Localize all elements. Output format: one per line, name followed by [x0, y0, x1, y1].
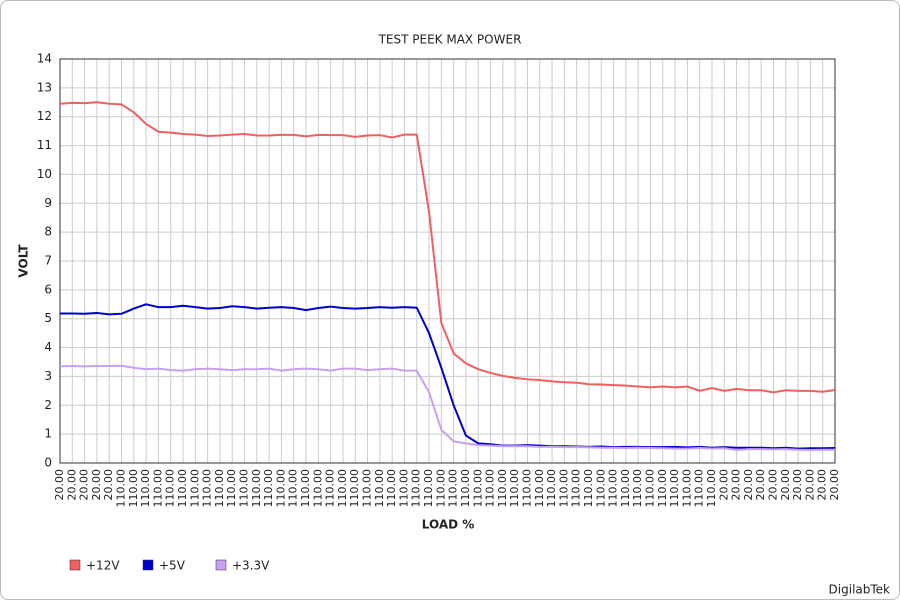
x-tick-label: 110.00 [336, 469, 349, 508]
chart-title: TEST PEEK MAX POWER [378, 33, 522, 47]
x-tick-label: 110.00 [262, 469, 275, 508]
x-tick-label: 110.00 [151, 469, 164, 508]
x-tick-label: 20.00 [65, 469, 78, 501]
x-tick-label: 110.00 [238, 469, 251, 508]
y-tick-label: 5 [44, 311, 52, 325]
series-line [59, 364, 835, 452]
x-tick-label: 110.00 [287, 469, 300, 508]
y-tick-label: 6 [44, 282, 52, 296]
x-tick-label: 110.00 [582, 469, 595, 508]
legend-swatch [142, 559, 154, 571]
x-tick-label: 110.00 [115, 469, 128, 508]
x-tick-label: 110.00 [656, 469, 669, 508]
x-tick-label: 20.00 [78, 469, 91, 501]
x-tick-label: 20.00 [754, 469, 767, 501]
x-tick-label: 110.00 [619, 469, 632, 508]
x-tick-label: 110.00 [668, 469, 681, 508]
series-line [59, 101, 836, 394]
x-tick-label: 110.00 [447, 469, 460, 508]
y-axis-label: VOLT [17, 244, 31, 278]
y-tick-label: 4 [44, 340, 52, 354]
x-tick-label: 20.00 [828, 469, 841, 501]
x-tick-label: 110.00 [508, 469, 521, 508]
x-tick-label: 110.00 [361, 469, 374, 508]
x-tick-label: 110.00 [397, 469, 410, 508]
y-tick-label: 1 [44, 427, 52, 441]
y-tick-label: 13 [37, 80, 52, 94]
legend-swatch [215, 559, 227, 571]
x-tick-label: 110.00 [484, 469, 497, 508]
x-tick-label: 20.00 [816, 469, 829, 501]
x-tick-label: 20.00 [730, 469, 743, 501]
y-tick-label: 10 [37, 167, 52, 181]
x-tick-label: 110.00 [127, 469, 140, 508]
x-tick-label: 110.00 [680, 469, 693, 508]
x-tick-label: 110.00 [299, 469, 312, 508]
x-tick-label: 110.00 [164, 469, 177, 508]
x-tick-label: 110.00 [311, 469, 324, 508]
x-tick-label: 110.00 [520, 469, 533, 508]
y-tick-label: 0 [44, 456, 52, 470]
series-line [60, 303, 836, 450]
x-tick-label: 110.00 [348, 469, 361, 508]
x-tick-label: 110.00 [594, 469, 607, 508]
x-tick-label: 110.00 [176, 469, 189, 508]
x-tick-label: 20.00 [779, 469, 792, 501]
legend-label: +3.3V [232, 559, 270, 573]
x-tick-label: 20.00 [102, 469, 115, 501]
x-tick-label: 110.00 [643, 469, 656, 508]
y-tick-label: 8 [44, 225, 52, 239]
y-tick-label: 3 [44, 369, 52, 383]
y-tick-label: 9 [44, 196, 52, 210]
watermark: DigilabTek [829, 583, 891, 597]
x-tick-label: 110.00 [459, 469, 472, 508]
x-tick-label: 110.00 [545, 469, 558, 508]
x-tick-label: 110.00 [557, 469, 570, 508]
plot-border [59, 58, 836, 464]
x-tick-label: 110.00 [471, 469, 484, 508]
y-tick-label: 2 [44, 398, 52, 412]
x-tick-label: 110.00 [705, 469, 718, 508]
x-tick-label: 110.00 [274, 469, 287, 508]
y-tick-label: 12 [37, 109, 52, 123]
x-tick-label: 110.00 [373, 469, 386, 508]
x-tick-label: 110.00 [410, 469, 423, 508]
x-tick-label: 20.00 [803, 469, 816, 501]
legend-label: +5V [159, 559, 186, 573]
legend-swatch [69, 559, 81, 571]
x-tick-label: 110.00 [607, 469, 620, 508]
x-tick-label: 110.00 [422, 469, 435, 508]
x-tick-label: 20.00 [90, 469, 103, 501]
x-tick-label: 110.00 [225, 469, 238, 508]
x-tick-label: 110.00 [188, 469, 201, 508]
x-tick-label: 110.00 [570, 469, 583, 508]
x-tick-label: 20.00 [791, 469, 804, 501]
x-axis-label: LOAD % [422, 518, 475, 532]
x-tick-label: 110.00 [496, 469, 509, 508]
x-tick-label: 20.00 [53, 469, 66, 501]
y-tick-label: 7 [44, 254, 52, 268]
x-tick-label: 110.00 [434, 469, 447, 508]
x-tick-label: 20.00 [766, 469, 779, 501]
x-tick-label: 110.00 [139, 469, 152, 508]
x-tick-label: 20.00 [717, 469, 730, 501]
x-tick-label: 110.00 [324, 469, 337, 508]
x-tick-label: 110.00 [213, 469, 226, 508]
legend-label: +12V [86, 559, 120, 573]
x-tick-label: 110.00 [693, 469, 706, 508]
x-tick-label: 110.00 [631, 469, 644, 508]
x-tick-label: 110.00 [385, 469, 398, 508]
y-tick-label: 14 [37, 52, 52, 66]
x-tick-label: 110.00 [250, 469, 263, 508]
x-tick-label: 110.00 [533, 469, 546, 508]
y-tick-label: 11 [37, 138, 52, 152]
x-tick-label: 20.00 [742, 469, 755, 501]
x-tick-label: 110.00 [201, 469, 214, 508]
